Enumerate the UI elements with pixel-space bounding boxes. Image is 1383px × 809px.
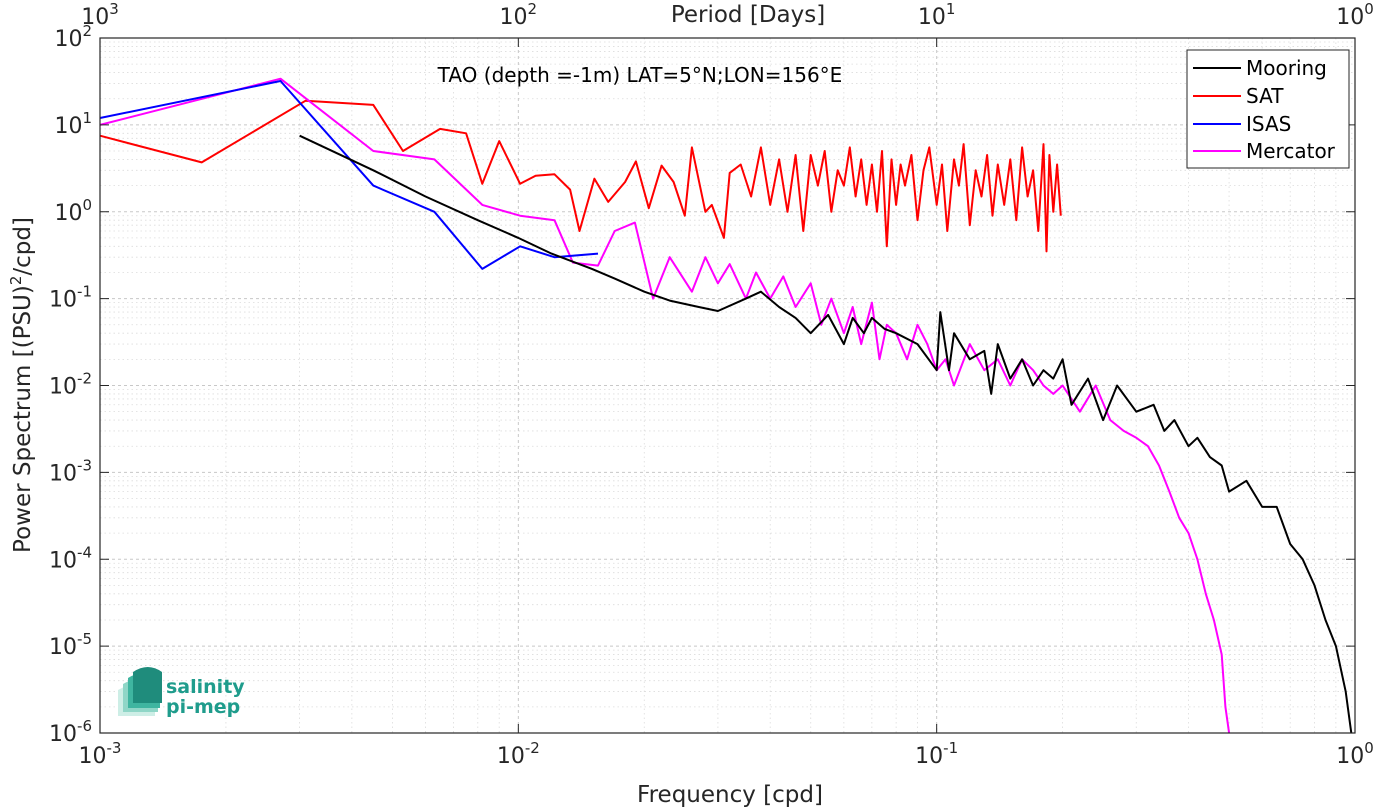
salinity-pi-mep-logo: salinity pi-mep	[118, 667, 245, 718]
top-x-tick-label-exp: 1	[946, 0, 956, 18]
y-tick-label-exp: 2	[82, 22, 92, 40]
y-tick-label-exp: -5	[77, 630, 92, 648]
y-tick-label: 10-6	[49, 717, 92, 747]
series-line-sat	[99, 99, 1062, 253]
y-tick-label-base: 10	[49, 548, 77, 573]
y-tick-label-base: 10	[54, 114, 82, 139]
x-tick-label-base: 10	[79, 744, 107, 769]
wave-stack-icon	[118, 667, 162, 716]
x-tick-label: 10-2	[497, 739, 540, 769]
x-tick-label-base: 10	[497, 744, 525, 769]
ticks-layer	[99, 37, 1356, 734]
top-x-tick-label: 100	[1336, 0, 1374, 30]
y-tick-label-exp: -4	[77, 543, 92, 561]
top-x-tick-label-exp: 3	[109, 0, 119, 18]
chart-title: TAO (depth =-1m) LAT=5°N;LON=156°E	[437, 63, 843, 87]
logo-text-pi-mep: pi-mep	[166, 696, 240, 718]
top-x-tick-label-base: 10	[81, 5, 109, 30]
top-x-tick-label: 103	[81, 0, 119, 30]
y-axis-title-main: Power Spectrum [(PSU)	[10, 285, 36, 553]
top-x-tick-label-base: 10	[1336, 5, 1364, 30]
y-tick-label: 10-2	[49, 370, 92, 400]
top-x-tick-label-base: 10	[500, 5, 528, 30]
legend-box	[1186, 49, 1350, 169]
top-x-tick-label-base: 10	[918, 5, 946, 30]
x-tick-label-exp: -3	[107, 739, 122, 757]
top-x-axis-title: Period [Days]	[671, 2, 825, 28]
y-axis-title: Power Spectrum [(PSU)2/cpd]	[7, 217, 36, 553]
top-x-tick-label: 102	[500, 0, 538, 30]
series-line-mooring	[299, 134, 1353, 734]
x-tick-label-base: 10	[915, 744, 943, 769]
y-tick-label: 102	[54, 22, 92, 52]
legend-label-sat: SAT	[1246, 84, 1284, 108]
y-tick-label-exp: -2	[77, 370, 92, 388]
y-tick-label-base: 10	[54, 201, 82, 226]
top-x-tick-label-exp: 0	[1364, 0, 1374, 18]
y-tick-label-base: 10	[49, 722, 77, 747]
y-tick-label: 10-3	[49, 456, 92, 486]
x-tick-label-exp: -1	[943, 739, 958, 757]
x-tick-label: 100	[1336, 739, 1374, 769]
x-tick-label: 10-1	[915, 739, 958, 769]
y-tick-label-base: 10	[49, 288, 77, 313]
logo-text-salinity: salinity	[166, 676, 245, 698]
legend-label-isas: ISAS	[1246, 112, 1291, 136]
y-tick-label-base: 10	[54, 27, 82, 52]
x-tick-label-exp: -2	[525, 739, 540, 757]
y-tick-label-exp: -3	[77, 456, 92, 474]
x-tick-label-exp: 0	[1364, 739, 1374, 757]
y-tick-label-exp: 0	[82, 196, 92, 214]
y-tick-label-exp: -1	[77, 283, 92, 301]
series-layer	[99, 77, 1353, 734]
x-tick-label-base: 10	[1336, 744, 1364, 769]
x-axis-title: Frequency [cpd]	[637, 782, 823, 808]
legend-label-mooring: Mooring	[1246, 56, 1327, 80]
y-tick-label: 10-1	[49, 283, 92, 313]
y-tick-label-exp: 1	[82, 109, 92, 127]
y-tick-label: 100	[54, 196, 92, 226]
legend: Mooring SAT ISAS Mercator	[1186, 49, 1350, 169]
top-x-tick-label-exp: 2	[528, 0, 538, 18]
y-tick-label-base: 10	[49, 635, 77, 660]
y-axis-title-tail: /cpd]	[10, 217, 36, 276]
y-tick-label-base: 10	[49, 375, 77, 400]
top-x-tick-label: 101	[918, 0, 956, 30]
x-tick-label: 10-3	[79, 739, 122, 769]
legend-label-mercator: Mercator	[1246, 139, 1336, 163]
series-line-isas	[99, 80, 599, 270]
y-tick-label: 10-4	[49, 543, 92, 573]
y-tick-label-exp: -6	[77, 717, 92, 735]
y-tick-label: 10-5	[49, 630, 92, 660]
y-tick-label-base: 10	[49, 461, 77, 486]
y-tick-label: 101	[54, 109, 92, 139]
y-axis-title-sup: 2	[7, 276, 25, 286]
